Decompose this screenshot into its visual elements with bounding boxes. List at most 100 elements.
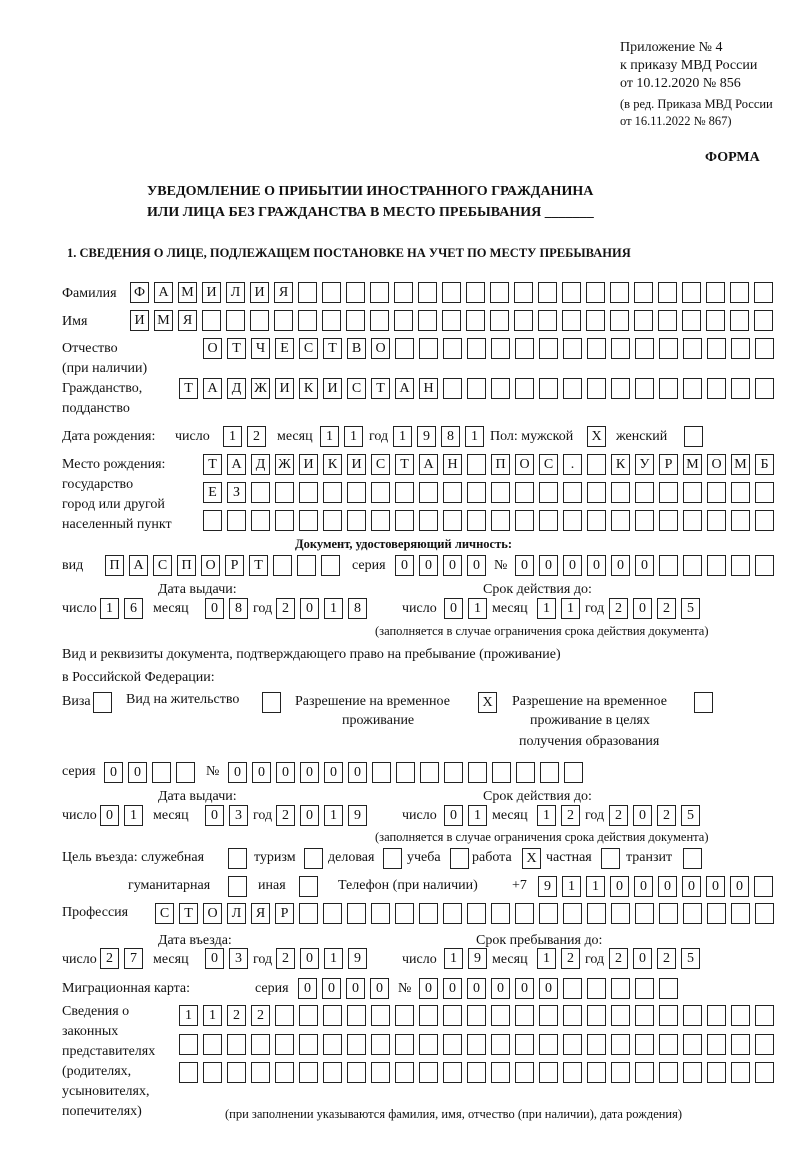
char-cell-profession[interactable]: [347, 903, 366, 924]
char-cell-reps-3[interactable]: [275, 1062, 294, 1083]
char-cell-phone[interactable]: 0: [682, 876, 701, 897]
char-cell-birth-place-1[interactable]: О: [515, 454, 534, 475]
char-cell-reps-1[interactable]: [731, 1005, 750, 1026]
char-cell-res-valid-day[interactable]: 1: [468, 805, 487, 826]
char-cell-birth-place-2[interactable]: [251, 482, 270, 503]
char-cell-citizenship[interactable]: [659, 378, 678, 399]
char-cell-res-issue-day[interactable]: 1: [124, 805, 143, 826]
char-cell-birth-place-3[interactable]: [491, 510, 510, 531]
char-cell-profession[interactable]: Я: [251, 903, 270, 924]
char-cell-res-number[interactable]: [540, 762, 559, 783]
char-cell-reps-2[interactable]: [323, 1034, 342, 1055]
char-cell-id-kind[interactable]: [297, 555, 316, 576]
char-cell-reps-2[interactable]: [515, 1034, 534, 1055]
char-cell-reps-3[interactable]: [707, 1062, 726, 1083]
char-cell-patronymic[interactable]: [539, 338, 558, 359]
char-cell-phone[interactable]: 0: [730, 876, 749, 897]
char-cell-name[interactable]: [418, 310, 437, 331]
char-cell-profession[interactable]: О: [203, 903, 222, 924]
char-cell-name[interactable]: [322, 310, 341, 331]
checkbox-residence-permit[interactable]: [262, 692, 281, 713]
char-cell-name[interactable]: [730, 310, 749, 331]
char-cell-mc-series[interactable]: 0: [322, 978, 341, 999]
char-cell-res-number[interactable]: 0: [324, 762, 343, 783]
char-cell-id-number[interactable]: [683, 555, 702, 576]
checkbox-purpose-other[interactable]: [299, 876, 318, 897]
char-cell-birth-place-1[interactable]: Б: [755, 454, 774, 475]
char-cell-reps-3[interactable]: [227, 1062, 246, 1083]
char-cell-citizenship[interactable]: С: [347, 378, 366, 399]
char-cell-birth-place-2[interactable]: [395, 482, 414, 503]
char-cell-res-number[interactable]: [492, 762, 511, 783]
char-cell-patronymic[interactable]: Т: [323, 338, 342, 359]
char-cell-birth-place-2[interactable]: [563, 482, 582, 503]
char-cell-surname[interactable]: [658, 282, 677, 303]
char-cell-reps-3[interactable]: [515, 1062, 534, 1083]
char-cell-birth-place-2[interactable]: [419, 482, 438, 503]
char-cell-stay-year[interactable]: 0: [633, 948, 652, 969]
char-cell-id-series[interactable]: 0: [467, 555, 486, 576]
char-cell-res-valid-month[interactable]: 1: [537, 805, 556, 826]
char-cell-patronymic[interactable]: [635, 338, 654, 359]
char-cell-reps-1[interactable]: [299, 1005, 318, 1026]
char-cell-patronymic[interactable]: [563, 338, 582, 359]
char-cell-res-number[interactable]: [444, 762, 463, 783]
char-cell-birth-place-1[interactable]: И: [347, 454, 366, 475]
char-cell-reps-1[interactable]: [371, 1005, 390, 1026]
char-cell-stay-month[interactable]: 2: [561, 948, 580, 969]
char-cell-profession[interactable]: [443, 903, 462, 924]
char-cell-id-number[interactable]: 0: [539, 555, 558, 576]
char-cell-birth-place-3[interactable]: [275, 510, 294, 531]
char-cell-phone[interactable]: 0: [658, 876, 677, 897]
char-cell-profession[interactable]: [395, 903, 414, 924]
char-cell-citizenship[interactable]: К: [299, 378, 318, 399]
char-cell-citizenship[interactable]: [755, 378, 774, 399]
char-cell-res-valid-year[interactable]: 0: [633, 805, 652, 826]
char-cell-reps-3[interactable]: [179, 1062, 198, 1083]
char-cell-id-kind[interactable]: П: [177, 555, 196, 576]
char-cell-reps-3[interactable]: [635, 1062, 654, 1083]
char-cell-id-issue-year[interactable]: 0: [300, 598, 319, 619]
char-cell-reps-3[interactable]: [395, 1062, 414, 1083]
char-cell-reps-2[interactable]: [467, 1034, 486, 1055]
char-cell-profession[interactable]: [299, 903, 318, 924]
char-cell-phone[interactable]: 1: [562, 876, 581, 897]
char-cell-profession[interactable]: [419, 903, 438, 924]
char-cell-reps-1[interactable]: 1: [203, 1005, 222, 1026]
char-cell-reps-3[interactable]: [755, 1062, 774, 1083]
char-cell-birth-place-2[interactable]: [587, 482, 606, 503]
char-cell-surname[interactable]: А: [154, 282, 173, 303]
char-cell-birth-place-1[interactable]: И: [299, 454, 318, 475]
checkbox-purpose-study[interactable]: [450, 848, 469, 869]
char-cell-citizenship[interactable]: Д: [227, 378, 246, 399]
char-cell-stay-day[interactable]: 1: [444, 948, 463, 969]
char-cell-id-number[interactable]: [707, 555, 726, 576]
char-cell-surname[interactable]: И: [202, 282, 221, 303]
char-cell-id-kind[interactable]: Т: [249, 555, 268, 576]
checkbox-temp-permit[interactable]: X: [478, 692, 497, 713]
char-cell-id-kind[interactable]: О: [201, 555, 220, 576]
char-cell-res-issue-year[interactable]: 1: [324, 805, 343, 826]
char-cell-res-issue-year[interactable]: 2: [276, 805, 295, 826]
char-cell-birth-place-3[interactable]: [563, 510, 582, 531]
char-cell-res-number[interactable]: [372, 762, 391, 783]
char-cell-birth-place-2[interactable]: [539, 482, 558, 503]
char-cell-reps-3[interactable]: [611, 1062, 630, 1083]
char-cell-birth-place-2[interactable]: [515, 482, 534, 503]
char-cell-reps-1[interactable]: [539, 1005, 558, 1026]
char-cell-res-issue-month[interactable]: 0: [205, 805, 224, 826]
char-cell-phone[interactable]: 0: [706, 876, 725, 897]
char-cell-birth-place-3[interactable]: [731, 510, 750, 531]
char-cell-entry-year[interactable]: 0: [300, 948, 319, 969]
char-cell-birth-place-3[interactable]: [755, 510, 774, 531]
char-cell-reps-1[interactable]: [323, 1005, 342, 1026]
char-cell-reps-2[interactable]: [203, 1034, 222, 1055]
char-cell-reps-1[interactable]: [611, 1005, 630, 1026]
char-cell-id-valid-year[interactable]: 2: [609, 598, 628, 619]
char-cell-phone[interactable]: 0: [610, 876, 629, 897]
char-cell-patronymic[interactable]: Е: [275, 338, 294, 359]
char-cell-id-series[interactable]: 0: [443, 555, 462, 576]
char-cell-patronymic[interactable]: [659, 338, 678, 359]
char-cell-birth-month[interactable]: 1: [344, 426, 363, 447]
char-cell-name[interactable]: [466, 310, 485, 331]
